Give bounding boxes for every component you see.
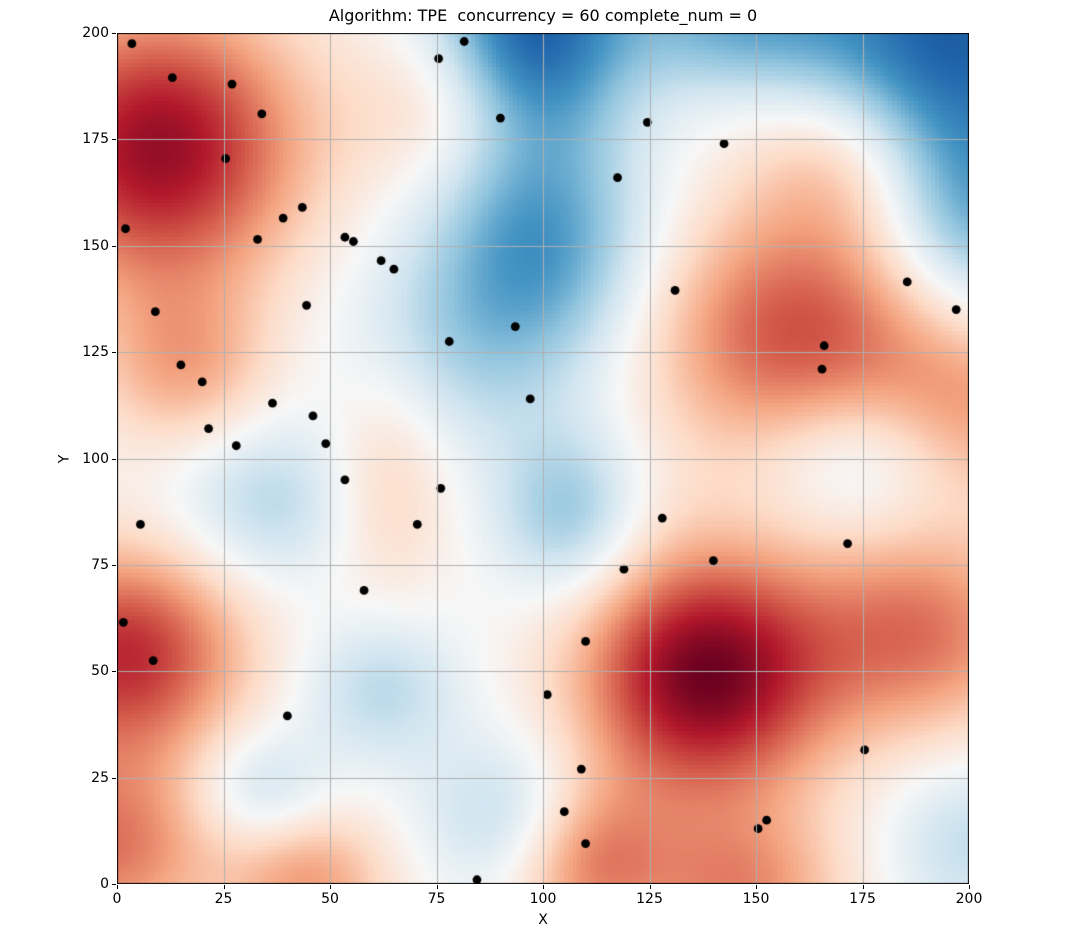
x-tick-mark — [969, 885, 970, 889]
y-tick-label: 75 — [91, 556, 109, 573]
y-tick-label: 100 — [82, 450, 109, 467]
y-tick-label: 0 — [100, 876, 109, 892]
y-tick-mark — [112, 459, 116, 460]
y-tick-label: 175 — [82, 131, 109, 148]
x-tick-label: 75 — [427, 891, 446, 907]
y-tick-label: 125 — [82, 344, 109, 361]
x-tick-label: 100 — [529, 891, 557, 907]
x-tick-mark — [117, 885, 118, 889]
y-tick-mark — [112, 352, 116, 353]
x-axis-label: X — [538, 912, 548, 928]
y-tick-mark — [112, 884, 116, 885]
y-tick-label: 150 — [82, 237, 109, 254]
y-axis-label: Y — [56, 454, 73, 464]
y-tick-mark — [112, 33, 116, 34]
x-tick-label: 50 — [321, 891, 339, 907]
y-tick-mark — [112, 139, 116, 140]
x-tick-label: 0 — [112, 891, 122, 907]
y-tick-mark — [112, 671, 116, 672]
x-tick-mark — [330, 885, 331, 889]
y-tick-label: 50 — [91, 663, 109, 680]
chart-title: Algorithm: TPE concurrency = 60 complete… — [328, 6, 758, 25]
x-tick-mark — [756, 885, 757, 889]
x-tick-label: 150 — [742, 891, 770, 907]
y-tick-mark — [112, 778, 116, 779]
x-tick-mark — [437, 885, 438, 889]
plot-area-canvas — [117, 33, 969, 884]
x-tick-label: 175 — [849, 891, 876, 907]
y-tick-label: 200 — [82, 25, 109, 41]
x-tick-mark — [650, 885, 651, 889]
x-tick-label: 200 — [955, 891, 983, 907]
x-tick-mark — [224, 885, 225, 889]
x-tick-mark — [863, 885, 864, 889]
y-tick-mark — [112, 246, 116, 247]
y-tick-mark — [112, 565, 116, 566]
x-tick-label: 25 — [214, 891, 233, 907]
y-tick-label: 25 — [91, 769, 109, 786]
x-tick-label: 125 — [636, 891, 663, 907]
x-tick-mark — [543, 885, 544, 889]
